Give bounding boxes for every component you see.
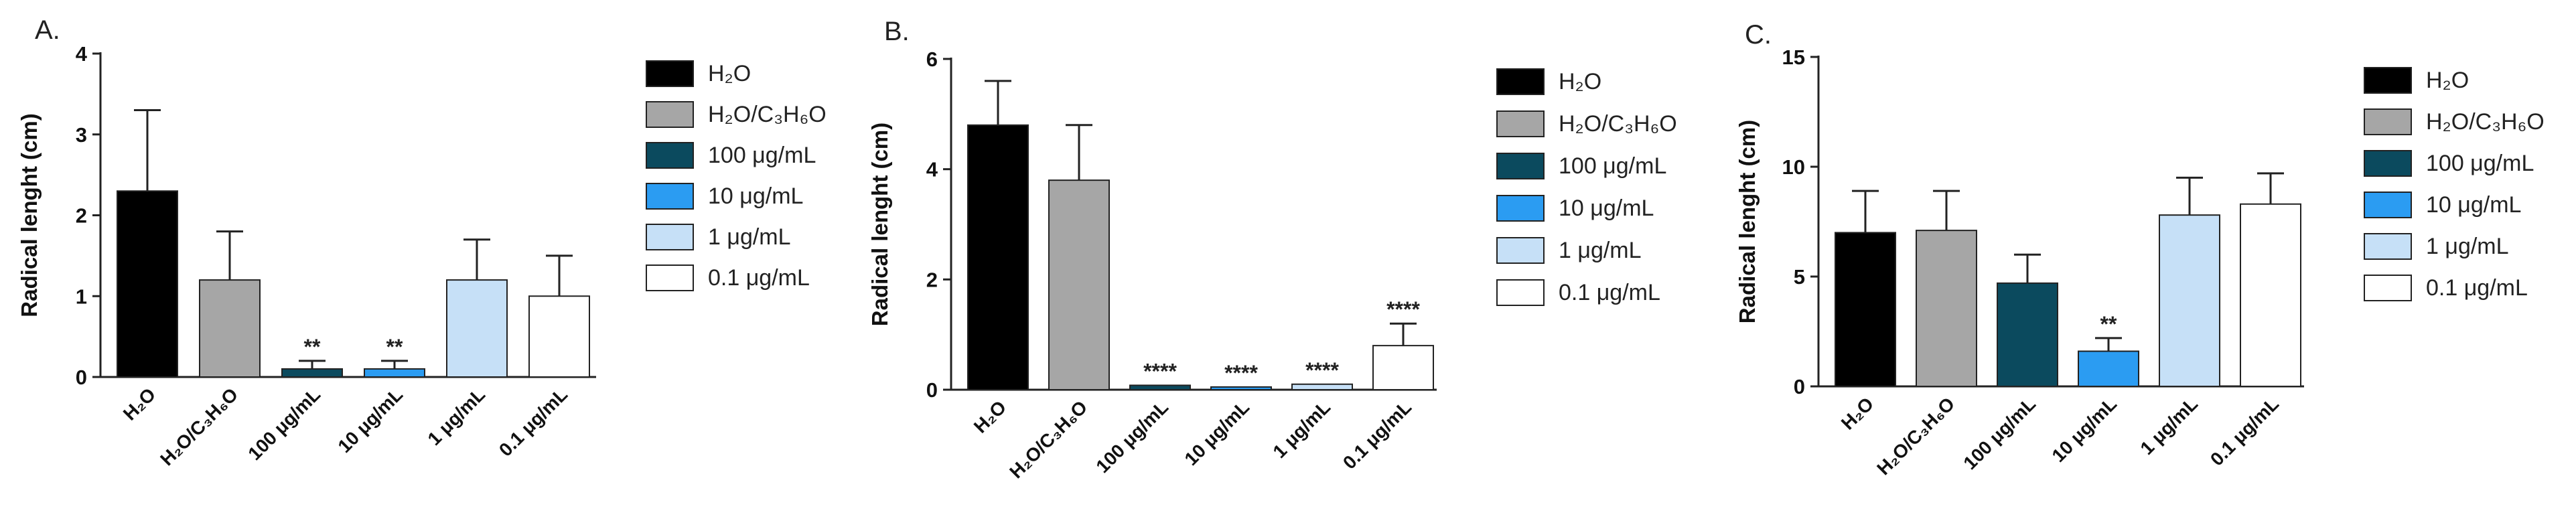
y-axis-label: Radical lenght (cm) (17, 113, 42, 317)
legend-swatch (1496, 195, 1545, 222)
legend-label: 0.1 μg/mL (1559, 280, 1660, 305)
legend-label: H₂O (1559, 69, 1601, 94)
legend-swatch (2364, 108, 2412, 135)
legend-label: H₂O (708, 61, 751, 86)
legend-label: 1 μg/mL (1559, 238, 1642, 263)
y-tick-label: 2 (76, 204, 87, 228)
bar-1 (1916, 230, 1977, 387)
bar-4 (2159, 214, 2220, 387)
legend-swatch (2364, 150, 2412, 177)
panel-label: B. (884, 17, 910, 46)
y-tick-label: 15 (1782, 46, 1805, 69)
legend-swatch (1496, 110, 1545, 137)
legend-label: H₂O (2426, 68, 2469, 93)
panel-label: A. (35, 15, 60, 45)
y-axis-label: Radical lenght (cm) (867, 123, 892, 326)
legend-label: 1 μg/mL (2426, 234, 2509, 259)
y-tick-label: 1 (76, 285, 87, 308)
legend-swatch (646, 101, 694, 128)
bar-1 (1048, 179, 1110, 390)
legend-swatch (2364, 192, 2412, 218)
legend-swatch (646, 60, 694, 87)
legend-label: H₂O/C₃H₆O (708, 102, 827, 127)
legend-label: H₂O/C₃H₆O (2426, 109, 2545, 135)
legend-swatch (2364, 67, 2412, 94)
y-tick-label: 10 (1782, 155, 1805, 179)
legend-swatch (1496, 279, 1545, 306)
legend-swatch (646, 183, 694, 210)
bar-2 (1997, 282, 2058, 387)
bar-3 (1210, 386, 1272, 391)
panel-label: C. (1745, 20, 1772, 50)
legend-label: 10 μg/mL (2426, 192, 2521, 218)
y-tick-label: 3 (76, 123, 87, 147)
legend-swatch (1496, 153, 1545, 179)
legend-label: 1 μg/mL (708, 224, 791, 250)
legend-label: 100 μg/mL (1559, 153, 1666, 179)
bar-2 (281, 368, 343, 378)
bar-0 (117, 190, 178, 378)
significance-label: ** (304, 335, 321, 359)
significance-label: **** (1305, 358, 1339, 382)
bar-5 (528, 295, 590, 378)
bar-5 (1372, 345, 1434, 391)
legend-swatch (2364, 233, 2412, 260)
legend-label: 0.1 μg/mL (2426, 275, 2528, 301)
bar-0 (1835, 232, 1896, 387)
y-tick-label: 5 (1794, 265, 1805, 289)
bar-4 (446, 279, 508, 378)
significance-label: ** (2100, 312, 2117, 336)
bar-0 (967, 124, 1029, 391)
y-tick-label: 2 (926, 268, 938, 291)
legend-label: 10 μg/mL (708, 183, 803, 209)
legend-label: 0.1 μg/mL (708, 265, 810, 291)
legend-swatch (646, 264, 694, 291)
y-tick-label: 0 (1794, 375, 1805, 398)
bar-5 (2240, 203, 2301, 387)
legend-swatch (2364, 275, 2412, 301)
legend-swatch (1496, 68, 1545, 95)
bar-3 (2078, 350, 2139, 388)
legend-label: H₂O/C₃H₆O (1559, 111, 1677, 137)
bar-2 (1129, 384, 1191, 390)
y-axis-label: Radical lenght (cm) (1735, 120, 1760, 323)
y-tick-label: 0 (76, 366, 87, 389)
legend-swatch (1496, 237, 1545, 264)
bar-3 (364, 368, 425, 378)
significance-label: **** (1386, 297, 1420, 321)
bar-1 (199, 279, 261, 378)
y-tick-label: 4 (926, 158, 938, 181)
legend-label: 100 μg/mL (708, 143, 816, 168)
significance-label: **** (1224, 361, 1258, 385)
legend-label: 10 μg/mL (1559, 196, 1654, 221)
legend-swatch (646, 142, 694, 169)
bar-4 (1291, 383, 1353, 390)
significance-label: **** (1143, 359, 1177, 383)
significance-label: ** (386, 335, 403, 359)
legend-swatch (646, 224, 694, 250)
y-tick-label: 6 (926, 48, 938, 71)
legend-label: 100 μg/mL (2426, 151, 2534, 176)
y-tick-label: 4 (76, 42, 88, 66)
y-tick-label: 0 (926, 378, 938, 402)
